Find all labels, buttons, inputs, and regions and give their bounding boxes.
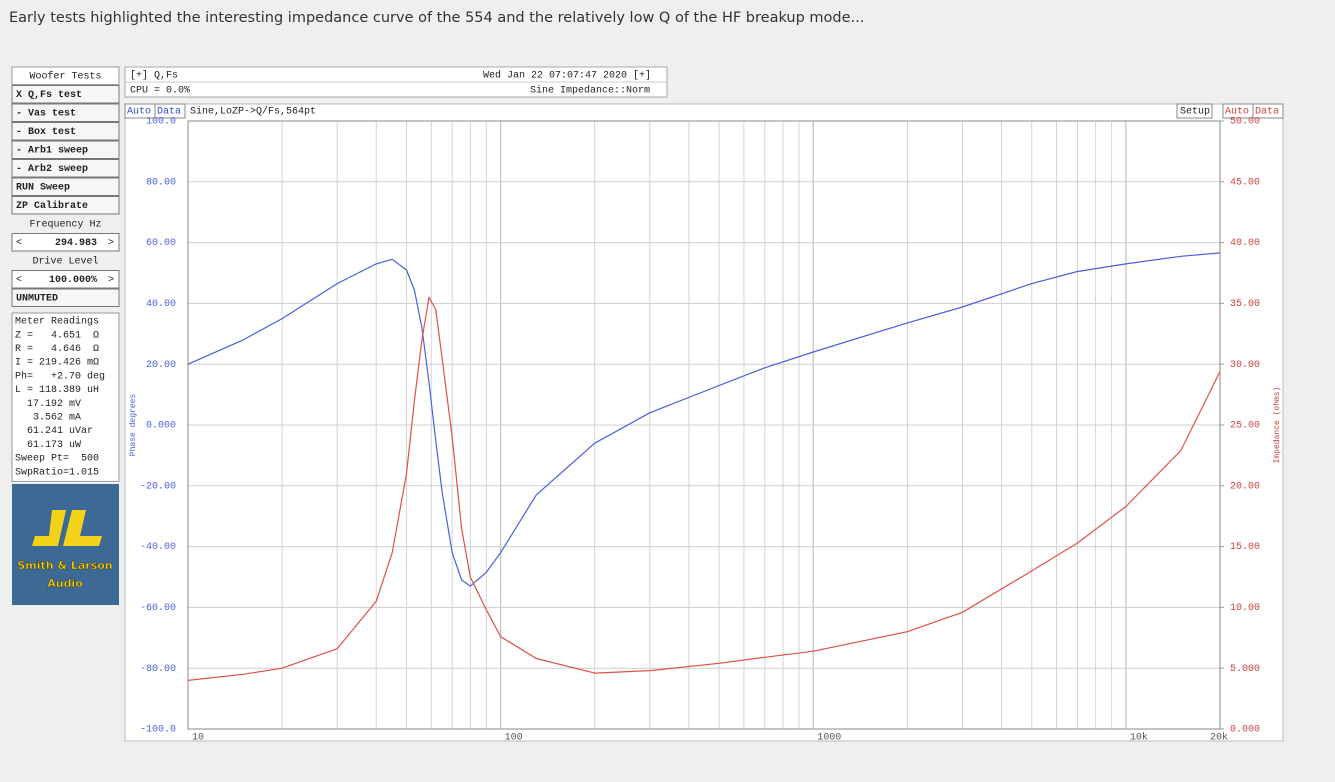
meter-reading: Ph= +2.70 deg xyxy=(15,370,105,382)
meter-reading: 61.173 uW xyxy=(15,440,81,451)
y-tick-label: 0.000 xyxy=(146,421,176,432)
y2-tick-label: 5.000 xyxy=(1230,664,1260,675)
y-tick-label: 80.00 xyxy=(146,177,176,188)
panel-button[interactable] xyxy=(11,85,120,104)
panel-button[interactable] xyxy=(11,103,120,122)
spin-decrement[interactable]: < xyxy=(16,275,22,286)
plot-border xyxy=(187,120,1221,730)
panel-label: Frequency Hz xyxy=(29,220,101,231)
spin-box xyxy=(11,233,120,252)
meter-reading: Sweep Pt= 500 xyxy=(15,454,99,465)
panel-button[interactable] xyxy=(11,122,120,141)
logo-mark xyxy=(32,510,102,546)
header-text: Sine Impedance::Norm xyxy=(530,85,650,97)
data-button-label[interactable]: Data xyxy=(1255,107,1279,118)
setup-button-label[interactable]: Setup xyxy=(1180,107,1210,118)
meter-reading: L = 118.389 uH xyxy=(15,385,99,396)
meter-reading: I = 219.426 mΩ xyxy=(15,358,99,369)
panel-label: Woofer Tests xyxy=(29,71,101,83)
header-text: [+] Q,Fs xyxy=(130,70,178,82)
meter-reading: 61.241 uVar xyxy=(15,426,93,437)
panel-button[interactable] xyxy=(11,196,120,215)
y-tick-label: -100.0 xyxy=(140,725,176,736)
series-line xyxy=(187,296,1221,681)
y2-tick-label: 25.00 xyxy=(1230,421,1260,432)
panel-button[interactable] xyxy=(11,159,120,178)
meter-title: Meter Readings xyxy=(15,316,99,328)
y2-tick-label: 0.000 xyxy=(1230,725,1260,736)
y-tick-label: 20.00 xyxy=(146,360,176,371)
plot: 10 100 1000 10k 20k -100.0 -80.00 -60.00 -40.00 -… xyxy=(129,117,1282,744)
mute-button-label[interactable]: UNMUTED xyxy=(16,294,58,305)
panel-button[interactable] xyxy=(11,140,120,159)
y-tick-label: 60.00 xyxy=(146,238,176,249)
x-tick-label: 10k xyxy=(1130,732,1148,744)
y-tick-label: -60.00 xyxy=(140,603,176,614)
y2-tick-label: 35.00 xyxy=(1230,299,1260,310)
panel-button-label[interactable]: - Box test xyxy=(16,127,76,138)
panel-button[interactable] xyxy=(11,177,120,196)
plot-frame xyxy=(124,103,1284,742)
header-text: CPU = 0.0% xyxy=(130,86,190,97)
y2-tick-label: 50.00 xyxy=(1230,117,1260,128)
mute-button[interactable] xyxy=(11,288,120,307)
spin-value: 100.000% xyxy=(49,275,97,286)
control-panel: Woofer Tests X Q,Fs test - Vas test - Box t… xyxy=(11,66,120,482)
spin-increment[interactable]: > xyxy=(108,275,114,286)
meter-reading: 17.192 mV xyxy=(15,399,81,410)
panel-button-label[interactable]: - Arb2 sweep xyxy=(16,163,88,175)
y-tick-label: -80.00 xyxy=(140,664,176,675)
y-axis-label: Phase degrees xyxy=(129,394,138,457)
meter-reading: Z = 4.651 Ω xyxy=(15,330,99,341)
y2-tick-label: 45.00 xyxy=(1230,177,1260,188)
panel-button-label[interactable]: X Q,Fs test xyxy=(16,90,82,101)
x-tick-label: 10 xyxy=(192,733,204,744)
y-tick-label: -20.00 xyxy=(140,481,176,492)
data-button[interactable] xyxy=(1252,103,1284,119)
logo-text: Smith & Larson xyxy=(17,559,112,572)
y-tick-label: 100.0 xyxy=(146,117,176,128)
y-tick-label: 40.00 xyxy=(146,299,176,310)
y2-tick-label: 10.00 xyxy=(1230,603,1260,614)
auto-button-label[interactable]: Auto xyxy=(1225,107,1249,118)
y2-tick-label: 15.00 xyxy=(1230,542,1260,553)
panel-label: Drive Level xyxy=(32,256,98,268)
y2-tick-label: 30.00 xyxy=(1230,360,1260,371)
y2-axis-label: Impedance (ohms) xyxy=(1273,387,1282,464)
y2-tick-label: 40.00 xyxy=(1230,238,1260,249)
y2-tick-label: 20.00 xyxy=(1230,481,1260,492)
spin-box xyxy=(11,270,120,289)
data-button-label[interactable]: Data xyxy=(157,107,181,118)
meter-reading: SwpRatio=1.015 xyxy=(15,466,99,478)
spin-increment[interactable]: > xyxy=(108,238,114,249)
y-tick-label: -40.00 xyxy=(140,542,176,553)
panel-button-label[interactable]: - Arb1 sweep xyxy=(16,145,88,157)
meter-reading: 3.562 mA xyxy=(15,413,81,424)
data-button[interactable] xyxy=(154,103,186,119)
panel-button-label[interactable]: RUN Sweep xyxy=(16,183,70,194)
panel-button-label[interactable]: - Vas test xyxy=(16,109,76,120)
panel-button-label[interactable]: ZP Calibrate xyxy=(16,200,88,212)
header-text: Wed Jan 22 07:07:47 2020 [+] xyxy=(483,70,651,82)
x-tick-label: 100 xyxy=(505,733,523,744)
spin-decrement[interactable]: < xyxy=(16,238,22,249)
auto-button-label[interactable]: Auto xyxy=(127,107,151,118)
meter-reading: R = 4.646 Ω xyxy=(15,344,99,355)
panel-title-box xyxy=(11,66,120,85)
x-tick-label: 1000 xyxy=(817,733,841,744)
caption: Early tests highlighted the interesting … xyxy=(9,10,864,26)
logo-text: Audio xyxy=(47,577,83,590)
meter-box xyxy=(11,312,120,482)
setup-button[interactable] xyxy=(1176,103,1213,119)
x-tick-label: 20k xyxy=(1210,732,1228,744)
series-line xyxy=(187,252,1221,587)
spin-value: 294.983 xyxy=(55,238,97,249)
sweep-info: Sine,LoZP->Q/Fs,564pt xyxy=(190,106,316,118)
